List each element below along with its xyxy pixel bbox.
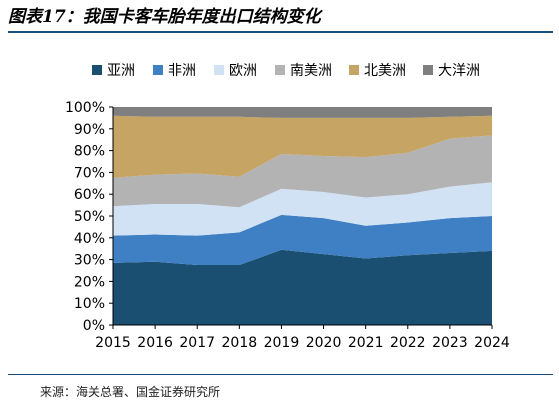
legend: 亚洲 非洲 欧洲 南美洲 北美洲 大洋洲 bbox=[92, 63, 480, 79]
x-tick-label: 2016 bbox=[137, 335, 173, 351]
y-tick-label: 100% bbox=[65, 100, 105, 116]
y-tick-label: 30% bbox=[74, 253, 105, 269]
legend-item-4: 北美洲 bbox=[349, 63, 406, 79]
area-layers bbox=[113, 107, 492, 325]
legend-label: 亚洲 bbox=[107, 63, 135, 79]
x-tick-label: 2019 bbox=[264, 335, 300, 351]
legend-label: 大洋洲 bbox=[438, 63, 480, 79]
axes: 0% 10% 20% 30% 40% 50% 60% 70% 80% 90% 100% 2015 201… bbox=[65, 100, 510, 351]
y-tick-label: 70% bbox=[74, 165, 105, 181]
chart-title: 图表17：我国卡客车胎年度出口结构变化 bbox=[8, 7, 321, 27]
legend-label: 南美洲 bbox=[290, 63, 332, 79]
legend-item-3: 南美洲 bbox=[275, 63, 332, 79]
y-tick-label: 80% bbox=[74, 144, 105, 160]
x-tick-label: 2018 bbox=[222, 335, 258, 351]
legend-swatch bbox=[349, 65, 359, 75]
source-rule bbox=[8, 374, 553, 375]
x-tick-label: 2020 bbox=[306, 335, 342, 351]
area-series-4 bbox=[113, 115, 492, 178]
x-tick-label: 2015 bbox=[95, 335, 131, 351]
legend-label: 非洲 bbox=[168, 63, 196, 79]
area-series-1 bbox=[113, 214, 492, 266]
area-series-0 bbox=[113, 249, 492, 325]
x-tick-label: 2022 bbox=[390, 335, 426, 351]
legend-label: 北美洲 bbox=[364, 63, 406, 79]
y-tick-label: 90% bbox=[74, 122, 105, 138]
area-series-5 bbox=[113, 107, 492, 118]
y-tick-label: 20% bbox=[74, 274, 105, 290]
legend-swatch bbox=[423, 65, 433, 75]
legend-item-2: 欧洲 bbox=[214, 63, 257, 79]
legend-swatch bbox=[92, 65, 102, 75]
source-note: 来源：海关总署、国金证券研究所 bbox=[40, 385, 221, 399]
y-tick-label: 60% bbox=[74, 187, 105, 203]
y-tick-label: 50% bbox=[74, 209, 105, 225]
title-rule bbox=[8, 31, 553, 33]
legend-label: 欧洲 bbox=[229, 63, 257, 79]
y-tick-label: 40% bbox=[74, 231, 105, 247]
x-tick-label: 2024 bbox=[474, 335, 510, 351]
legend-swatch bbox=[214, 65, 224, 75]
legend-item-1: 非洲 bbox=[153, 63, 196, 79]
y-tick-label: 10% bbox=[74, 296, 105, 312]
legend-item-0: 亚洲 bbox=[92, 63, 135, 79]
legend-swatch bbox=[275, 65, 285, 75]
y-tick-label: 0% bbox=[83, 318, 105, 334]
area-series-3 bbox=[113, 135, 492, 208]
area-series-2 bbox=[113, 182, 492, 236]
x-tick-label: 2017 bbox=[179, 335, 215, 351]
legend-swatch bbox=[153, 65, 163, 75]
x-tick-label: 2021 bbox=[348, 335, 384, 351]
legend-item-5: 大洋洲 bbox=[423, 63, 480, 79]
x-tick-label: 2023 bbox=[432, 335, 468, 351]
